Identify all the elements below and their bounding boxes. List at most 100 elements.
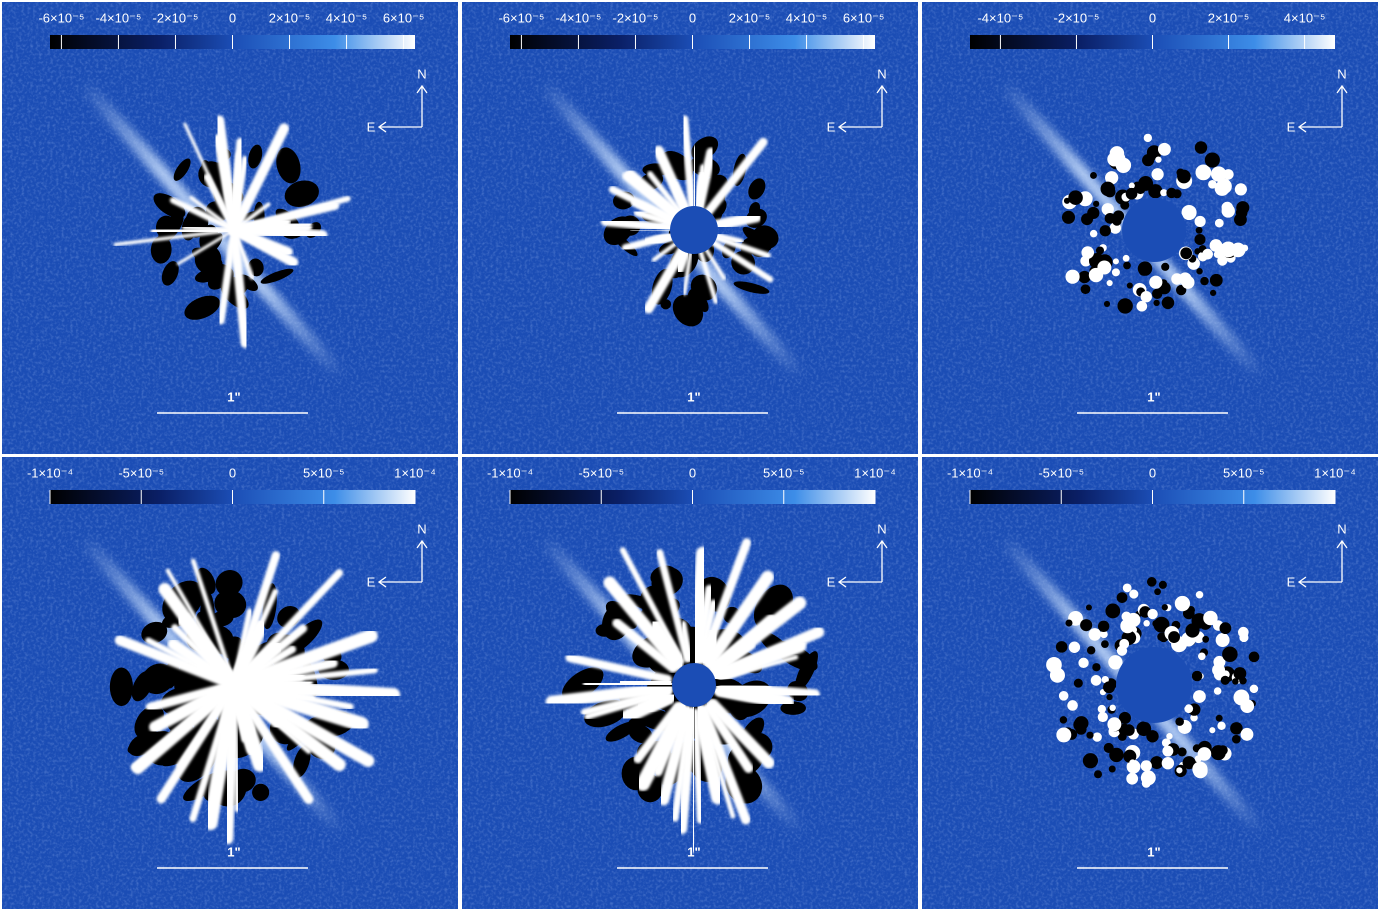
bright-speckle: [1239, 633, 1248, 642]
colorbar-tick-label: -5×10⁻⁵: [1038, 465, 1084, 480]
north-label: N: [417, 521, 426, 536]
bright-speckle: [1107, 152, 1121, 166]
bright-speckle: [1217, 722, 1225, 730]
bright-speckle: [1209, 727, 1215, 733]
dark-speckle: [1232, 735, 1241, 744]
colorbar-tick-label: 6×10⁻⁵: [843, 10, 885, 25]
dark-speckle: [1103, 681, 1115, 693]
coronagraph-mask: [672, 663, 716, 707]
bright-speckle: [1089, 268, 1103, 282]
dark-speckle: [1101, 640, 1109, 648]
dark-speckle: [1086, 732, 1093, 739]
dark-speckle: [1194, 234, 1205, 245]
bright-speckle: [1196, 165, 1212, 181]
figure: -6×10⁻⁵-4×10⁻⁵-2×10⁻⁵02×10⁻⁵4×10⁻⁵6×10⁻⁵…: [0, 0, 1390, 910]
bright-speckle: [1202, 249, 1213, 260]
bright-speckle: [1091, 675, 1102, 686]
colorbar-tick-label: 0: [229, 465, 236, 480]
dark-speckle: [1234, 667, 1247, 680]
bright-speckle: [1231, 243, 1246, 258]
bright-spike: [697, 176, 703, 210]
bright-speckle: [1214, 687, 1222, 695]
scale-label: 1": [687, 844, 700, 859]
bright-speckle: [1162, 746, 1173, 757]
east-label: E: [1287, 574, 1296, 589]
dark-speckle: [1123, 262, 1131, 270]
dark-speckle: [1065, 620, 1072, 627]
dark-speckle: [1136, 721, 1151, 736]
dark-speckle: [1210, 274, 1223, 287]
dark-speckle: [1109, 766, 1116, 773]
dark-speckle: [1094, 770, 1102, 778]
bright-speckle: [1144, 134, 1152, 142]
dark-speckle: [1096, 246, 1104, 254]
bright-speckle: [1212, 663, 1225, 676]
dark-speckle: [1117, 298, 1132, 313]
image-panel: -1×10⁻⁴-5×10⁻⁵05×10⁻⁵1×10⁻⁴NE1": [462, 457, 918, 909]
dark-speckle: [1202, 636, 1209, 643]
dark-speckle: [1175, 717, 1184, 726]
dark-speckle: [1221, 676, 1230, 685]
bright-speckle: [1137, 302, 1145, 310]
bright-speckle: [1208, 180, 1217, 189]
dark-speckle: [1093, 201, 1099, 207]
coronagraph-mask: [1122, 198, 1186, 262]
dark-speckle: [1092, 663, 1100, 671]
colorbar-tick-label: 0: [1149, 10, 1156, 25]
colorbar-tick-label: 4×10⁻⁵: [786, 10, 828, 25]
bright-spike: [234, 685, 237, 810]
scale-label: 1": [227, 844, 240, 859]
dark-speckle: [1232, 678, 1239, 685]
dark-speckle: [1210, 290, 1216, 296]
dark-speckle: [1162, 297, 1175, 310]
dark-speckle: [1126, 188, 1138, 200]
bright-speckle: [1235, 183, 1247, 195]
dark-speckle: [1087, 646, 1095, 654]
east-label: E: [367, 119, 376, 134]
dark-speckle: [1147, 577, 1157, 587]
colorbar-tick-label: 5×10⁻⁵: [1223, 465, 1265, 480]
colorbar-tick-label: 2×10⁻⁵: [729, 10, 771, 25]
bright-speckle: [1250, 685, 1259, 694]
dark-speckle: [1161, 263, 1169, 271]
bright-speckle: [1193, 690, 1206, 703]
north-label: N: [1337, 66, 1346, 81]
north-label: N: [417, 66, 426, 81]
bright-speckle: [1182, 205, 1197, 220]
bright-speckle: [1109, 705, 1115, 711]
bright-speckle: [1176, 767, 1182, 773]
east-label: E: [827, 119, 836, 134]
bright-speckle: [1123, 584, 1132, 593]
scale-label: 1": [1147, 844, 1160, 859]
dark-speckle: [1200, 277, 1208, 285]
colorbar-tick-label: -4×10⁻⁵: [96, 10, 142, 25]
dark-speckle: [1104, 186, 1115, 197]
east-label: E: [1287, 119, 1296, 134]
dark-speckle: [1150, 756, 1163, 769]
bright-speckle: [1216, 633, 1230, 647]
colorbar-tick-label: -6×10⁻⁵: [498, 10, 544, 25]
dark-speckle: [1177, 170, 1191, 184]
bright-speckle: [1192, 761, 1207, 776]
colorbar-tick-label: 0: [689, 10, 696, 25]
colorbar-tick-label: 0: [689, 465, 696, 480]
colorbar-tick-label: -1×10⁻⁴: [27, 465, 73, 480]
colorbar-tick-label: 2×10⁻⁵: [269, 10, 311, 25]
colorbar-tick-label: 0: [229, 10, 236, 25]
dark-speckle: [1106, 694, 1112, 700]
coronagraph-mask: [1116, 647, 1192, 723]
bright-speckle: [1083, 194, 1090, 201]
bright-speckle: [1098, 712, 1108, 722]
image-panel: -4×10⁻⁵-2×10⁻⁵02×10⁻⁵4×10⁻⁵NE1": [922, 2, 1378, 454]
colorbar-tick-label: 2×10⁻⁵: [1208, 10, 1250, 25]
dark-speckle: [1154, 588, 1161, 595]
dark-speckle: [1153, 300, 1159, 306]
image-panel: -1×10⁻⁴-5×10⁻⁵05×10⁻⁵1×10⁻⁴NE1": [2, 457, 458, 909]
scale-label: 1": [1147, 389, 1160, 404]
bright-speckle: [1129, 183, 1135, 189]
dark-speckle: [1081, 284, 1091, 294]
bright-speckle: [1078, 658, 1088, 668]
bright-spike: [696, 554, 703, 658]
bright-speckle: [1155, 156, 1161, 162]
colorbar-tick-label: -5×10⁻⁵: [118, 465, 164, 480]
